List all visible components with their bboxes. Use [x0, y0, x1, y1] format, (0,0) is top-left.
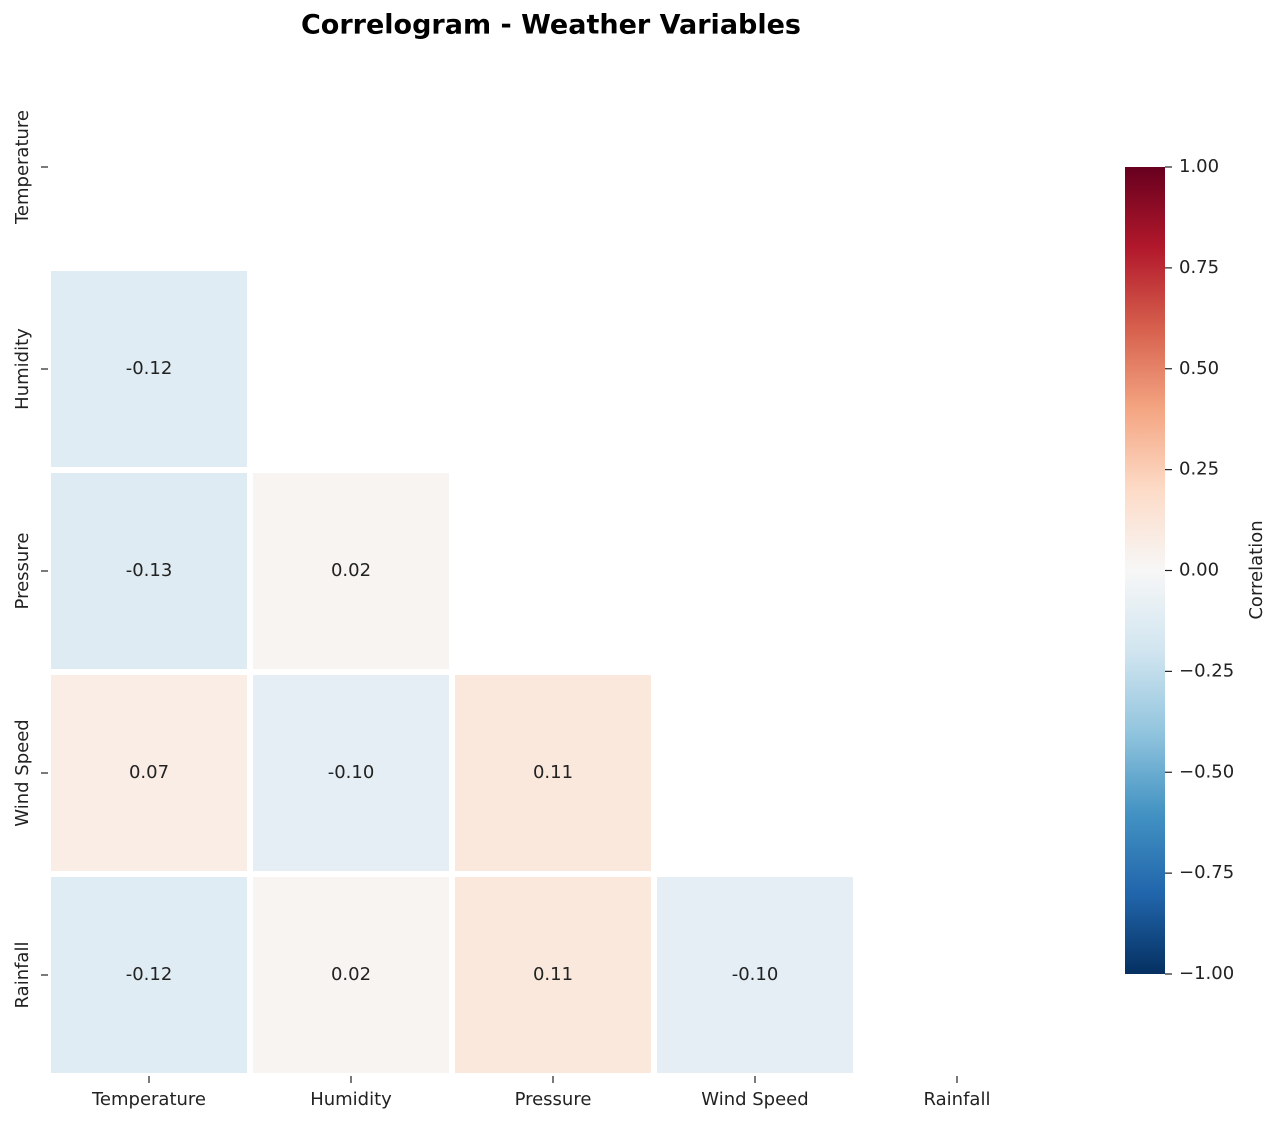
x-tick-label: Pressure [515, 1089, 592, 1110]
colorbar-tick-label: −1.00 [1179, 963, 1234, 984]
colorbar-tick-label: 0.75 [1179, 257, 1219, 278]
y-tick-label: Wind Speed [12, 719, 33, 826]
y-tick-label: Temperature [12, 110, 33, 225]
heatmap-cell [247, 871, 455, 1079]
cell-label: -0.12 [126, 358, 173, 379]
x-tick-label: Temperature [91, 1089, 206, 1110]
y-tick-label: Humidity [12, 328, 33, 410]
x-tick-label: Rainfall [924, 1089, 991, 1110]
heatmap-cell [45, 467, 253, 675]
cell-label: 0.02 [331, 560, 371, 581]
colorbar [1125, 167, 1165, 974]
cell-label: 0.02 [331, 964, 371, 985]
colorbar-tick-label: −0.25 [1179, 660, 1234, 681]
colorbar-tick-label: −0.50 [1179, 761, 1234, 782]
y-tick-label: Pressure [12, 533, 33, 610]
cell-label: -0.12 [126, 964, 173, 985]
heatmap-cell [651, 871, 859, 1079]
x-tick-label: Humidity [310, 1089, 392, 1110]
cell-label: 0.11 [533, 762, 573, 783]
colorbar-tick-label: 0.50 [1179, 358, 1219, 379]
y-tick-label: Rainfall [12, 942, 33, 1009]
colorbar-tick-label: −0.75 [1179, 862, 1234, 883]
cell-label: -0.10 [732, 964, 779, 985]
x-tick-label: Wind Speed [701, 1089, 808, 1110]
colorbar-tick-label: 1.00 [1179, 156, 1219, 177]
cell-label: -0.13 [126, 560, 173, 581]
chart-title: Correlogram - Weather Variables [301, 10, 801, 41]
colorbar-tick-label: 0.25 [1179, 459, 1219, 480]
cell-label: -0.10 [328, 762, 375, 783]
heatmap-cell [449, 669, 657, 877]
cell-label: 0.07 [129, 762, 169, 783]
colorbar-tick-label: 0.00 [1179, 560, 1219, 581]
colorbar-label: Correlation [1246, 520, 1267, 619]
cell-label: 0.11 [533, 964, 573, 985]
